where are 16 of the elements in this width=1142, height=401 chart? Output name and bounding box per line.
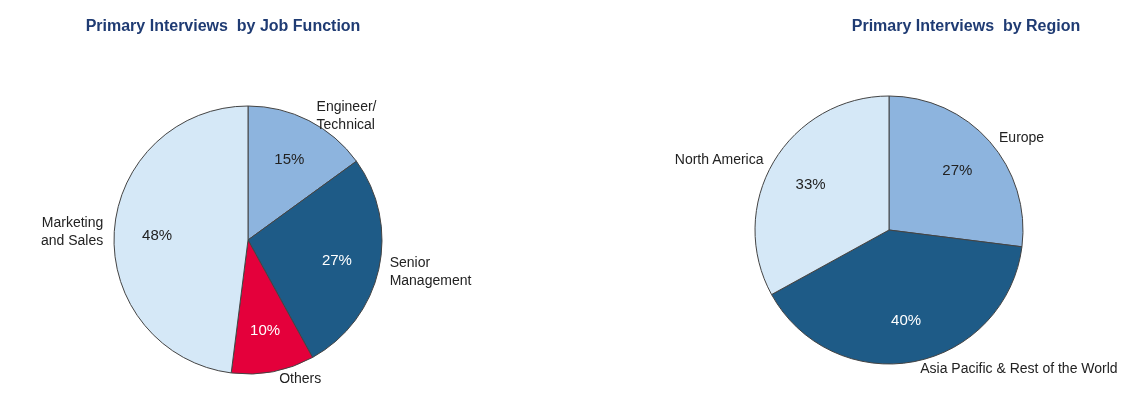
data-label: 27% xyxy=(321,251,352,269)
slice-label: Others xyxy=(279,369,322,386)
slice-label: Senior Management xyxy=(389,253,472,288)
data-label: 33% xyxy=(795,175,826,193)
slice-label: Europe xyxy=(999,129,1045,146)
slice-label: Marketing and Sales xyxy=(41,214,104,249)
slice-label: Engineer/ Technical xyxy=(316,98,377,133)
slice-label: Asia Pacific & Rest of the World xyxy=(920,359,1118,376)
data-label: 27% xyxy=(942,161,973,179)
data-label: 15% xyxy=(274,150,305,168)
chart-title: Primary Interviews by Job Function xyxy=(85,16,361,34)
chart-title: Primary Interviews by Region xyxy=(851,16,1081,34)
slice-label: North America xyxy=(674,150,764,167)
data-label: 10% xyxy=(250,321,281,339)
data-label: 40% xyxy=(891,311,922,329)
data-label: 48% xyxy=(142,225,173,243)
